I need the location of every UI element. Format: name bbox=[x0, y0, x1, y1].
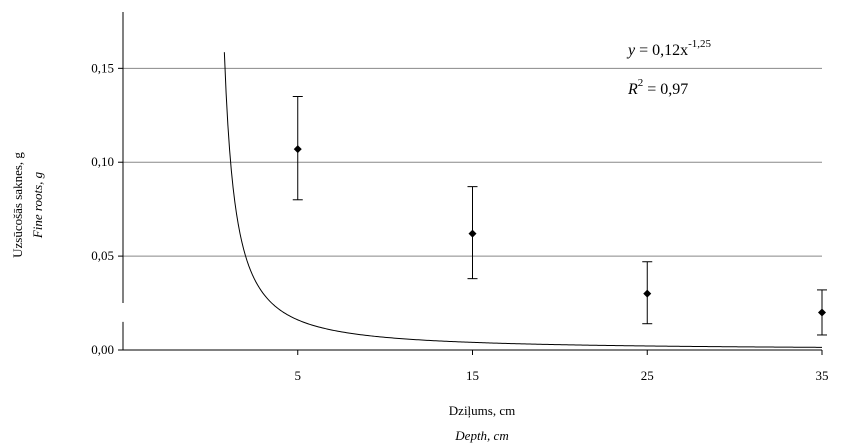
trendline bbox=[223, 52, 823, 348]
y-tick-label: 0,10 bbox=[91, 154, 114, 169]
data-point-marker bbox=[643, 289, 652, 298]
equation-y-symbol: y bbox=[626, 42, 636, 59]
x-tick-label: 25 bbox=[641, 368, 654, 383]
r-symbol: R bbox=[627, 81, 638, 98]
x-tick-label: 15 bbox=[466, 368, 479, 383]
trend-equation: y = 0,12x-1,25 bbox=[626, 38, 712, 59]
data-point-marker bbox=[293, 145, 302, 154]
x-axis-ticks: 5 15 25 35 bbox=[295, 350, 829, 383]
data-points bbox=[292, 96, 827, 336]
r-power: 2 bbox=[638, 77, 644, 89]
x-axis-title-en: Depth, cm bbox=[454, 428, 508, 443]
y-axis-ticks: 0,00 0,05 0,10 0,15 bbox=[91, 60, 123, 357]
r-squared-value: = 0,97 bbox=[643, 81, 688, 98]
x-axis-title: Dziļums, cm bbox=[449, 403, 515, 418]
x-tick-label: 5 bbox=[295, 368, 302, 383]
y-tick-label: 0,15 bbox=[91, 60, 114, 75]
y-axis-title-en: Fine roots, g bbox=[30, 171, 45, 239]
y-tick-label: 0,05 bbox=[91, 248, 114, 263]
equation-exponent: -1,25 bbox=[688, 38, 711, 50]
data-point-marker bbox=[468, 229, 477, 238]
equation-rhs: = 0,12x bbox=[635, 42, 688, 59]
x-tick-label: 35 bbox=[816, 368, 829, 383]
data-point-marker bbox=[818, 308, 826, 317]
axes bbox=[122, 12, 822, 351]
y-axis-title: Uzsūcošās saknes, g bbox=[10, 152, 25, 258]
y-tick-label: 0,00 bbox=[91, 342, 114, 357]
r-squared: R2 = 0,97 bbox=[627, 77, 688, 98]
